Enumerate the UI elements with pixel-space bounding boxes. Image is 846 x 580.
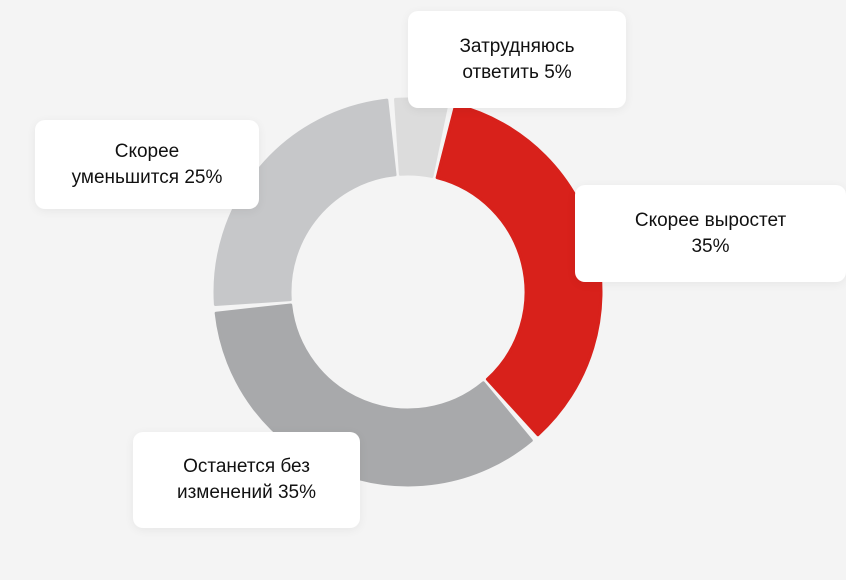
label-unchanged-line2: изменений 35% xyxy=(176,482,317,503)
label-unchanged: Останется без изменений 35% xyxy=(133,432,360,528)
label-decrease-line2: уменьшится 25% xyxy=(71,166,223,188)
label-decrease: Скорее уменьшится 25% xyxy=(35,120,259,209)
slice-decrease xyxy=(213,98,397,306)
label-grow-line2: 35% xyxy=(691,235,730,257)
label-unchanged-line1: Останется без xyxy=(183,456,310,477)
label-undecided-line2: ответить 5% xyxy=(462,61,572,83)
label-grow-line1: Скорее выростет xyxy=(634,209,787,231)
slice-grow xyxy=(435,103,603,437)
label-grow: Скорее выростет 35% xyxy=(575,185,846,282)
label-undecided-line1: Затрудняюсь xyxy=(459,35,575,57)
label-decrease-line1: Скорее xyxy=(114,140,180,162)
label-undecided: Затрудняюсь ответить 5% xyxy=(408,11,626,108)
